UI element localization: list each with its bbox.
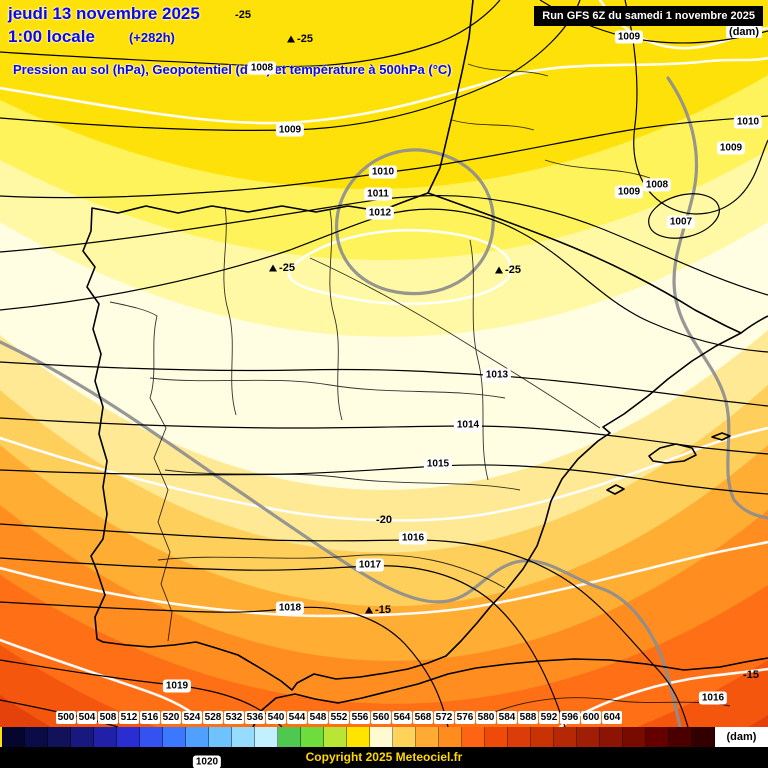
forecast-offset: (+282h) [128, 30, 175, 45]
scale-color-segment [209, 727, 232, 747]
french-atlantic-coast [427, 0, 474, 194]
geopotential-contours-gray [0, 76, 768, 727]
scale-color-segment [646, 727, 669, 747]
forecast-date: jeudi 13 novembre 2025 [8, 4, 200, 23]
scale-value: 500 [56, 711, 76, 724]
mallorca-island [648, 443, 697, 464]
scale-value: 504 [77, 711, 97, 724]
scale-color-segment [462, 727, 485, 747]
scale-value: 540 [266, 711, 286, 724]
scale-value: 520 [161, 711, 181, 724]
scale-value: 588 [518, 711, 538, 724]
scale-color-segment [186, 727, 209, 747]
scale-color-segment [48, 727, 71, 747]
iberia-coastline [82, 192, 742, 691]
geopotential-color-bands [0, 75, 768, 727]
run-info-box: Run GFS 6Z du samedi 1 novembre 2025 [534, 6, 763, 26]
scale-value: 592 [539, 711, 559, 724]
scale-color-segment [117, 727, 140, 747]
scale-color-segment [232, 727, 255, 747]
isobar-contours-black [0, 0, 768, 727]
scale-value: 556 [350, 711, 370, 724]
scale-color-segment [600, 727, 623, 747]
forecast-time: 1:00 locale [8, 27, 95, 46]
forecast-time-row: 1:00 locale (+282h) [8, 27, 452, 47]
scale-color-segment [140, 727, 163, 747]
map-subtitle: Pression au sol (hPa), Geopotentiel (dam… [13, 62, 452, 77]
scale-value: 528 [203, 711, 223, 724]
scale-value: 508 [98, 711, 118, 724]
scale-value: 532 [224, 711, 244, 724]
scale-color-segment [278, 727, 301, 747]
copyright-bar: Copyright 2025 Meteociel.fr [0, 747, 768, 768]
scale-color-segment [94, 727, 117, 747]
scale-color-segment [416, 727, 439, 747]
scale-color-segment [554, 727, 577, 747]
scale-color-segment [692, 727, 715, 747]
scale-color-segment [623, 727, 646, 747]
scale-value: 600 [581, 711, 601, 724]
menorca-island [711, 432, 731, 441]
scale-color-segment [439, 727, 462, 747]
scale-color-segment [163, 727, 186, 747]
scale-value: 572 [434, 711, 454, 724]
scale-value: 580 [476, 711, 496, 724]
scale-value: 524 [182, 711, 202, 724]
scale-color-bar [2, 727, 715, 747]
unit-label-bottom: (dam) [715, 727, 768, 747]
africa-coastline [252, 657, 768, 727]
scale-value: 564 [392, 711, 412, 724]
scale-color-segment [669, 727, 692, 747]
unit-label-top: (dam) [726, 26, 762, 38]
scale-value: 604 [602, 711, 622, 724]
ibiza-island [606, 484, 625, 495]
scale-color-segment [324, 727, 347, 747]
scale-value: 552 [329, 711, 349, 724]
scale-color-segment [393, 727, 416, 747]
scale-color-segment [508, 727, 531, 747]
scale-color-segment [531, 727, 554, 747]
scale-value: 596 [560, 711, 580, 724]
scale-color-segment [255, 727, 278, 747]
scale-color-segment [347, 727, 370, 747]
scale-value: 584 [497, 711, 517, 724]
scale-value: 568 [413, 711, 433, 724]
map-header: jeudi 13 novembre 2025 1:00 locale (+282h… [8, 4, 452, 77]
scale-value: 512 [119, 711, 139, 724]
scale-color-segment [2, 727, 25, 747]
region-borders [109, 63, 731, 719]
scale-color-segment [25, 727, 48, 747]
french-mediterranean-coast [740, 315, 768, 334]
scale-values-row: 500 504 508 512 516 520 524 528 532 536 540 544 548 5… [56, 711, 622, 724]
scale-value: 548 [308, 711, 328, 724]
coastlines [82, 0, 768, 727]
scale-value: 536 [245, 711, 265, 724]
scale-value: 516 [140, 711, 160, 724]
scale-color-segment [301, 727, 324, 747]
scale-value: 544 [287, 711, 307, 724]
scale-value: 576 [455, 711, 475, 724]
scale-color-segment [577, 727, 600, 747]
scale-color-segment [485, 727, 508, 747]
weather-map [0, 0, 768, 727]
scale-color-segment [370, 727, 393, 747]
scale-color-segment [71, 727, 94, 747]
scale-value: 560 [371, 711, 391, 724]
